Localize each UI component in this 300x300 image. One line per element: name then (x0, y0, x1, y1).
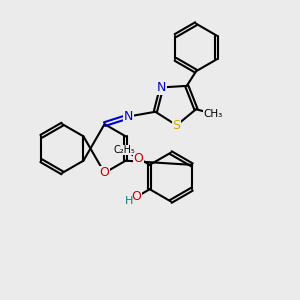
Text: C₂H₅: C₂H₅ (113, 145, 135, 155)
Text: H: H (124, 196, 133, 206)
Text: N: N (124, 110, 133, 123)
Text: S: S (172, 119, 181, 132)
Text: N: N (157, 81, 166, 94)
Text: O: O (100, 167, 110, 179)
Text: CH₃: CH₃ (204, 109, 223, 119)
Text: O: O (131, 190, 141, 203)
Text: O: O (133, 152, 143, 165)
